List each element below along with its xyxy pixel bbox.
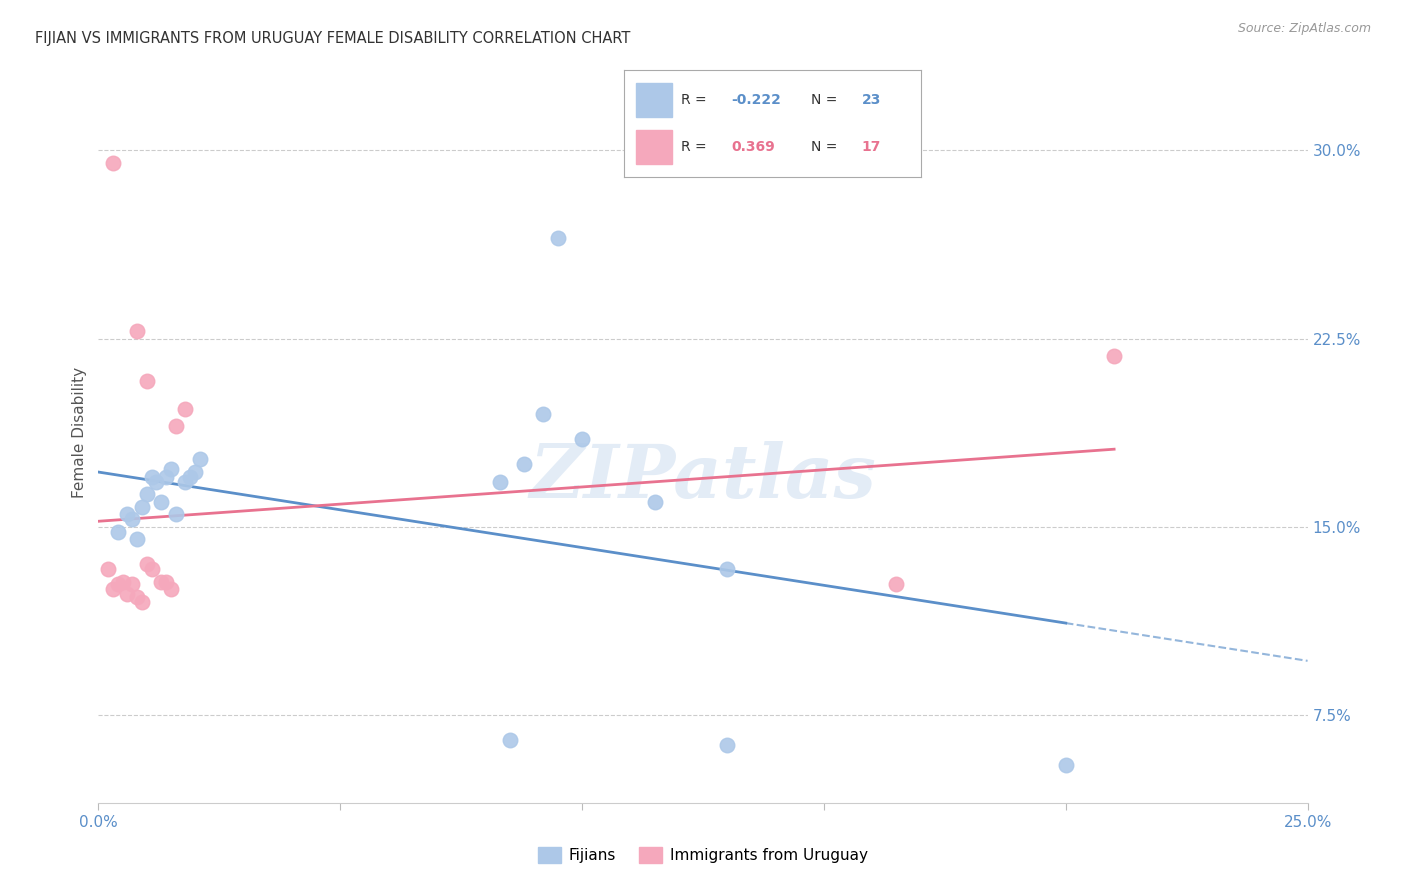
Y-axis label: Female Disability: Female Disability bbox=[72, 367, 87, 499]
Point bbox=[716, 562, 738, 576]
Point bbox=[165, 419, 187, 434]
Point bbox=[141, 469, 163, 483]
Point bbox=[150, 574, 173, 589]
Point bbox=[188, 452, 211, 467]
Point bbox=[135, 374, 157, 388]
Point bbox=[571, 432, 593, 446]
Point bbox=[179, 469, 201, 483]
Point bbox=[145, 475, 167, 489]
Point bbox=[155, 574, 177, 589]
Point bbox=[121, 577, 143, 591]
Point bbox=[498, 733, 520, 747]
Text: ZIPatlas: ZIPatlas bbox=[530, 441, 876, 513]
Point bbox=[1102, 349, 1125, 363]
Point bbox=[489, 475, 512, 489]
Point bbox=[101, 156, 124, 170]
Point bbox=[184, 465, 207, 479]
Point bbox=[111, 574, 134, 589]
Point bbox=[121, 512, 143, 526]
Point bbox=[97, 562, 120, 576]
Text: Source: ZipAtlas.com: Source: ZipAtlas.com bbox=[1237, 22, 1371, 36]
Point bbox=[160, 582, 183, 597]
Point bbox=[531, 407, 554, 421]
Point bbox=[165, 507, 187, 521]
Point bbox=[127, 590, 149, 604]
Point bbox=[101, 582, 124, 597]
Point bbox=[174, 475, 197, 489]
Point bbox=[174, 401, 197, 416]
Point bbox=[150, 494, 173, 508]
Point bbox=[155, 469, 177, 483]
Point bbox=[131, 595, 153, 609]
Point bbox=[107, 577, 129, 591]
Point bbox=[160, 462, 183, 476]
Point bbox=[513, 457, 536, 471]
Text: FIJIAN VS IMMIGRANTS FROM URUGUAY FEMALE DISABILITY CORRELATION CHART: FIJIAN VS IMMIGRANTS FROM URUGUAY FEMALE… bbox=[35, 31, 630, 46]
Point bbox=[1054, 758, 1077, 772]
Point bbox=[117, 507, 139, 521]
Point bbox=[131, 500, 153, 514]
Point bbox=[127, 324, 149, 338]
Legend: Fijians, Immigrants from Uruguay: Fijians, Immigrants from Uruguay bbox=[533, 841, 873, 869]
Point bbox=[117, 587, 139, 601]
Point bbox=[135, 558, 157, 572]
Point bbox=[547, 231, 569, 245]
Point bbox=[716, 738, 738, 752]
Point bbox=[135, 487, 157, 501]
Point bbox=[644, 494, 666, 508]
Point bbox=[127, 533, 149, 547]
Point bbox=[141, 562, 163, 576]
Point bbox=[107, 524, 129, 539]
Point bbox=[886, 577, 908, 591]
